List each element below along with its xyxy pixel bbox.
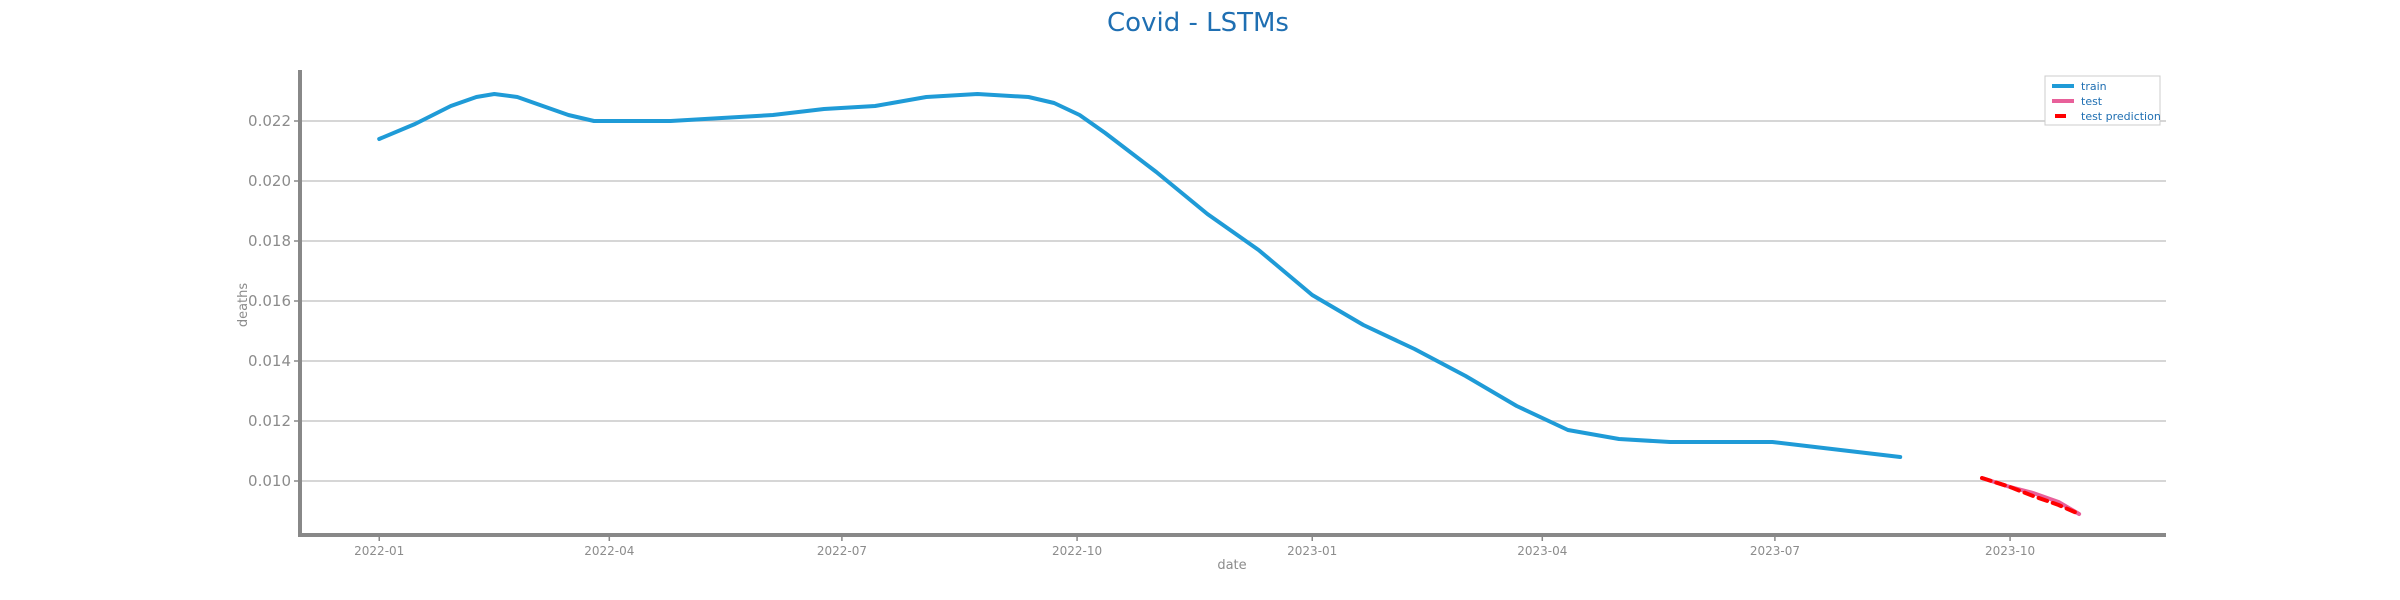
legend-label-1: test [2081,95,2103,108]
x-tick-label-0: 2022-01 [354,544,404,558]
y-tick-label-4: 0.018 [248,232,291,250]
x-tick-label-5: 2023-04 [1517,544,1567,558]
series-line-test-prediction [1980,476,2082,516]
x-tick-label-7: 2023-10 [1985,544,2035,558]
y-tick-label-5: 0.020 [248,172,291,190]
x-tick-label-3: 2022-10 [1052,544,1102,558]
y-tick-label-2: 0.014 [248,352,291,370]
x-tick-label-1: 2022-04 [584,544,634,558]
x-axis-label: date [1217,558,1246,573]
y-tick-label-6: 0.022 [248,112,291,130]
legend: train test test prediction [2044,75,2161,126]
y-tick-label-3: 0.016 [248,292,291,310]
chart-title: Covid - LSTMs [1107,8,1289,38]
series-layer [377,92,2082,516]
y-ticks: 0.010 0.012 0.014 0.016 0.018 0.020 0.022 [248,112,300,490]
x-ticks: 2022-01 2022-04 2022-07 2022-10 2023-01 2023-… [354,535,2035,558]
y-axis-label: deaths [236,283,251,328]
series-line-train [377,92,1903,459]
x-tick-label-6: 2023-07 [1750,544,1800,558]
legend-label-0: train [2081,80,2107,93]
y-tick-label-1: 0.012 [248,412,291,430]
legend-label-2: test prediction [2081,110,2161,123]
grid [300,120,2166,482]
y-tick-label-0: 0.010 [248,472,291,490]
x-tick-label-2: 2022-07 [817,544,867,558]
x-tick-label-4: 2023-01 [1287,544,1337,558]
